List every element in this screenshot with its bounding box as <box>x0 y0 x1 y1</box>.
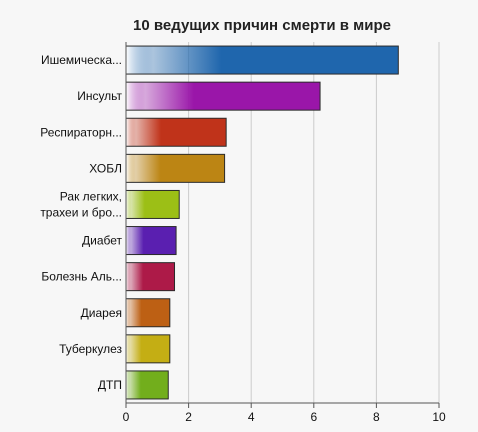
category-label: трахеи и бро... <box>40 205 122 219</box>
category-label: Туберкулез <box>59 342 122 356</box>
tick-layer: 0 2 4 6 8 10 <box>123 403 446 424</box>
chart-title: 10 ведущих причин смерти в мире <box>133 17 391 34</box>
bar <box>125 81 321 111</box>
bar <box>125 153 226 183</box>
bar <box>125 262 176 292</box>
category-label: Рак легких, <box>60 189 122 203</box>
bar <box>125 370 169 400</box>
category-label: ХОБЛ <box>89 161 122 175</box>
bar <box>125 298 171 328</box>
x-tick-label: 2 <box>185 410 192 424</box>
category-label: Ишемическа... <box>41 53 122 67</box>
category-label: Диарея <box>81 306 122 320</box>
bar <box>125 334 171 364</box>
x-tick-label: 10 <box>432 410 446 424</box>
bar <box>125 45 399 75</box>
category-label-layer: Ишемическа... Инсульт Респираторн... ХОБЛ Ра… <box>40 53 122 392</box>
category-label: Диабет <box>82 234 123 248</box>
x-tick-label: 4 <box>248 410 255 424</box>
category-label: Респираторн... <box>40 125 122 139</box>
x-tick-label: 8 <box>373 410 380 424</box>
x-tick-label: 6 <box>310 410 317 424</box>
bar <box>125 226 177 256</box>
x-tick-label: 0 <box>123 410 130 424</box>
category-label: ДТП <box>98 378 122 392</box>
category-label: Инсульт <box>77 89 122 103</box>
bar <box>125 189 180 219</box>
category-label: Болезнь Аль... <box>41 270 122 284</box>
bar <box>125 117 227 147</box>
